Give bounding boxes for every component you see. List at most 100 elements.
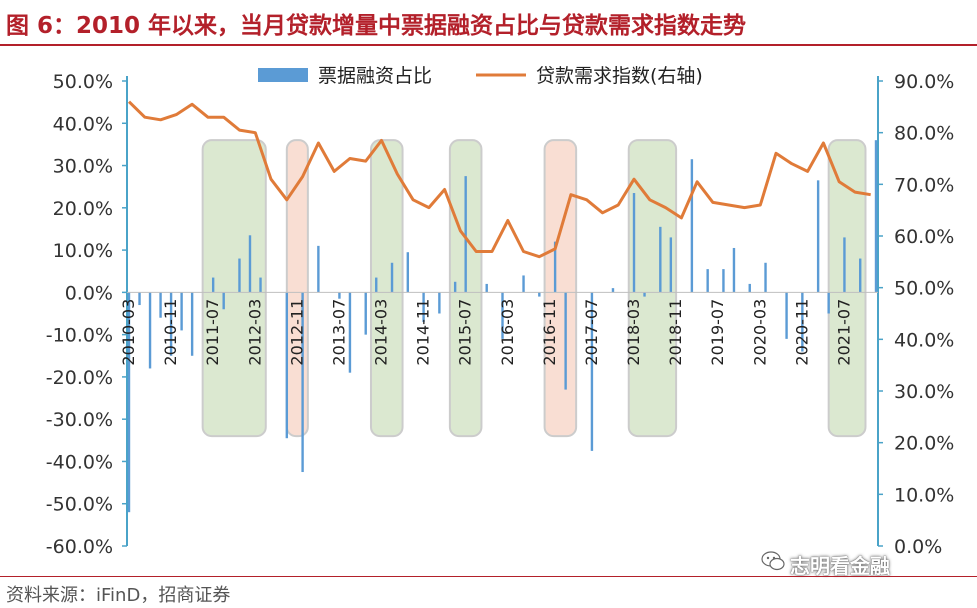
bar (148, 292, 152, 369)
highlight-box (543, 139, 578, 438)
left-tick-label: -60.0% (46, 536, 113, 558)
bar (816, 180, 820, 293)
bar (211, 277, 215, 293)
bar (406, 252, 410, 293)
bar (285, 292, 289, 439)
right-tick-label: 40.0% (894, 329, 954, 351)
x-tick-label: 2013-07 (329, 299, 348, 366)
bar (180, 292, 183, 331)
left-tick-label: -20.0% (46, 367, 113, 389)
highlight-box (827, 139, 867, 438)
x-tick-label: 2012-11 (287, 299, 306, 366)
highlight-box (369, 139, 404, 438)
x-tick-label: 2012-03 (245, 299, 264, 366)
highlight-box (627, 139, 678, 438)
x-tick-label: 2019-07 (708, 299, 727, 366)
right-tick-label: 20.0% (894, 433, 954, 455)
left-tick-label: -10.0% (46, 325, 113, 347)
source-note: 资料来源：iFinD，招商证券 (6, 585, 231, 606)
bar (485, 283, 488, 293)
chart-area: 50.0% 40.0% 30.0% 20.0% 10.0% 0.0% -10.0% -20.0… (0, 46, 977, 576)
bar (464, 176, 467, 293)
legend-bar-label: 票据融资占比 (318, 65, 432, 87)
bar (785, 292, 788, 339)
bar (732, 247, 736, 293)
bar (364, 292, 367, 335)
right-tick-label: 70.0% (894, 174, 954, 196)
x-tick-label: 2011-07 (203, 299, 222, 366)
bar (169, 292, 173, 356)
left-tick-label: 40.0% (53, 113, 113, 135)
left-tick-label: 20.0% (53, 198, 113, 220)
x-tick-label: 2021-07 (834, 299, 853, 366)
x-tick-label: 2016-03 (498, 299, 517, 366)
bar (827, 292, 830, 314)
bar (632, 193, 636, 293)
x-tick-label: 2018-03 (624, 299, 643, 366)
bar (190, 292, 194, 356)
bar (348, 292, 352, 373)
left-tick-label: -40.0% (46, 451, 113, 473)
bar (706, 269, 709, 293)
bar (659, 226, 662, 293)
x-tick-label: 2016-11 (540, 299, 559, 366)
bar (259, 277, 262, 293)
legend-line-label: 贷款需求指数(右轴) (536, 65, 703, 87)
chart-svg: 50.0% 40.0% 30.0% 20.0% 10.0% 0.0% -10.0% -20.0… (46, 65, 955, 558)
bar (390, 262, 394, 293)
figure-footer: 资料来源：iFinD，招商证券 (0, 576, 977, 608)
right-tick-label: 50.0% (894, 278, 954, 300)
bar (301, 292, 304, 473)
right-tick-label: 0.0% (894, 536, 942, 558)
x-tick-label: 2014-03 (372, 299, 391, 366)
axes: 50.0% 40.0% 30.0% 20.0% 10.0% 0.0% -10.0% -20.0… (46, 71, 955, 558)
bar (843, 237, 846, 293)
left-tick-label: 10.0% (53, 240, 113, 262)
bar (874, 140, 878, 293)
x-tick-label: 2010-11 (161, 299, 180, 366)
legend-bar-swatch (258, 68, 308, 82)
bar (222, 292, 225, 310)
bar (748, 283, 751, 293)
figure-header: 图 6：2010 年以来，当月贷款增量中票据融资占比与贷款需求指数走势 (0, 0, 977, 46)
x-tick-label: 2015-07 (456, 299, 475, 366)
bar (643, 292, 646, 297)
bar-series (127, 140, 878, 513)
line-series (127, 100, 871, 259)
right-tick-label: 80.0% (894, 123, 954, 145)
bar (238, 258, 241, 293)
x-tick-label: 2020-11 (792, 299, 811, 366)
right-tick-label: 30.0% (894, 381, 954, 403)
left-tick-label: 50.0% (53, 71, 113, 93)
bar (127, 292, 131, 513)
bar (690, 159, 694, 293)
right-tick-label: 90.0% (894, 71, 954, 93)
bar (722, 269, 725, 293)
bar (138, 292, 141, 306)
left-tick-label: -30.0% (46, 409, 113, 431)
bar (669, 237, 673, 293)
bar (375, 277, 378, 293)
bar (611, 288, 615, 293)
left-tick-label: 0.0% (65, 282, 113, 304)
legend: 票据融资占比 贷款需求指数(右轴) (258, 65, 703, 87)
right-tick-label: 10.0% (894, 484, 954, 506)
highlight-box (201, 139, 267, 438)
bar (453, 281, 457, 293)
left-tick-label: 30.0% (53, 156, 113, 178)
bar (590, 292, 594, 451)
bar (859, 258, 862, 293)
bar (801, 292, 804, 352)
x-tick-label: 2010-03 (119, 299, 138, 366)
bar (553, 241, 557, 293)
bar (564, 292, 567, 390)
bar (538, 292, 541, 297)
bar (422, 292, 425, 322)
left-tick-label: -50.0% (46, 494, 113, 516)
bar (764, 262, 767, 293)
right-tick-label: 60.0% (894, 226, 954, 248)
bar (338, 292, 341, 299)
x-tick-label: 2020-03 (750, 299, 769, 366)
x-tick-label: 2017-07 (582, 299, 601, 366)
bar (501, 292, 504, 339)
